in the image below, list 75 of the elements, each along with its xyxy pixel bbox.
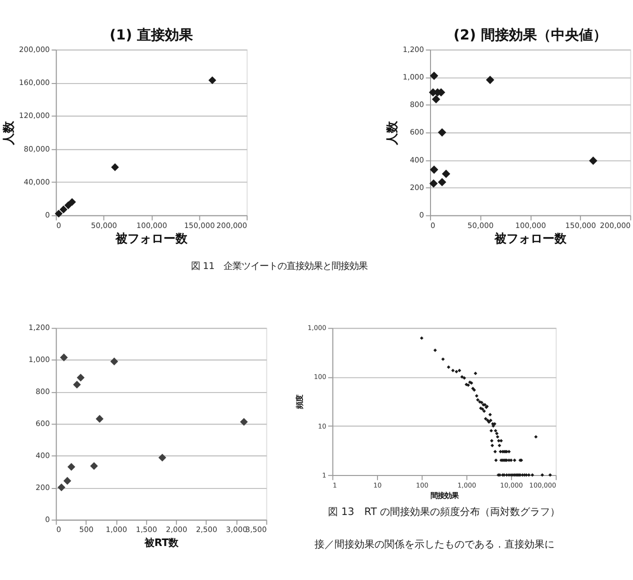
y-tick-label: 1,000 (402, 72, 424, 82)
caption: 図 11 企業ツイートの直接効果と間接効果 (190, 261, 368, 272)
point (430, 166, 438, 174)
point (110, 358, 118, 366)
caption: 図 13 RT の間接効果の頻度分布（両対数グラフ） (328, 506, 560, 518)
point (68, 198, 76, 206)
y-tick-label: 200 (36, 483, 50, 492)
y-tick-label: 120,000 (19, 111, 50, 120)
y-tick-label: 1,200 (28, 323, 50, 332)
x-tick-label: 0 (430, 220, 436, 230)
x-tick-label: 3,000 (226, 525, 248, 534)
x-tick-label: 2,500 (196, 525, 218, 534)
x-axis-title: 被フォロー数 (494, 232, 568, 246)
y-tick-label: 0 (419, 210, 424, 220)
y-tick-label: 80,000 (24, 144, 50, 154)
x-tick-label: 200,000 (600, 220, 631, 230)
x-axis-title: 被RT数 (143, 537, 180, 550)
y-tick-label: 800 (410, 100, 424, 110)
point (429, 179, 438, 188)
y-tick-label: 1,000 (28, 355, 50, 364)
x-tick-label: 500 (79, 525, 94, 534)
x-tick-label: 3,500 (245, 525, 267, 534)
y-tick-label: 160,000 (19, 78, 50, 88)
y-tick-label: 400 (410, 155, 424, 164)
point (442, 170, 450, 178)
x-tick-label: 50,000 (468, 220, 494, 230)
point (90, 462, 98, 470)
y-axis-title: 頻度 (295, 394, 304, 410)
point (430, 72, 438, 80)
x-tick-label: 1,500 (136, 525, 158, 534)
x-tick-label: 200,000 (216, 220, 248, 230)
y-tick-label: 40,000 (24, 177, 50, 186)
point (60, 354, 68, 362)
chart-title: (1) 直接効果 (110, 26, 194, 44)
x-tick-label: 50,000 (91, 220, 118, 230)
y-tick-label: 800 (36, 387, 50, 396)
point (486, 76, 494, 84)
point (67, 463, 76, 471)
y-tick-label: 600 (410, 128, 424, 137)
x-tick-label: 100,000 (515, 220, 546, 230)
y-tick-label: 0 (45, 514, 50, 524)
point (76, 374, 85, 382)
y-axis-title: 人数 (385, 120, 400, 146)
y-tick-label: 1,200 (402, 44, 424, 54)
point (111, 163, 119, 172)
point (58, 483, 66, 492)
point (54, 210, 63, 218)
x-tick-label: 150,000 (565, 220, 596, 230)
y-tick-label: 200,000 (19, 44, 50, 54)
point (240, 418, 248, 426)
point (438, 128, 446, 137)
y-tick-label: 0 (45, 210, 50, 220)
point (208, 76, 216, 84)
x-axis-title: 間接効果 (430, 490, 460, 500)
point (63, 476, 72, 485)
x-tick-label: 100,000 (136, 220, 168, 230)
point (589, 156, 598, 165)
y-tick-label: 600 (36, 419, 50, 428)
x-tick-label: 150,000 (184, 220, 216, 230)
text: 接／間接効果の関係を示したものである．直接効果に (314, 538, 555, 551)
y-tick-label: 200 (410, 182, 424, 192)
x-axis-title: 被フォロー数 (114, 232, 189, 246)
y-tick-label: 400 (36, 451, 50, 460)
x-tick-label: 2,000 (166, 525, 188, 534)
chart-title: (2) 間接効果（中央値） (453, 26, 607, 44)
point (432, 95, 440, 104)
point (73, 380, 81, 389)
point (438, 178, 446, 186)
point (60, 206, 68, 214)
x-tick-label: 0 (56, 220, 62, 230)
y-axis-title: 人数 (1, 120, 16, 146)
point (96, 414, 104, 423)
x-tick-label: 0 (56, 525, 62, 534)
x-tick-label: 1,000 (106, 525, 128, 534)
point (158, 454, 166, 462)
